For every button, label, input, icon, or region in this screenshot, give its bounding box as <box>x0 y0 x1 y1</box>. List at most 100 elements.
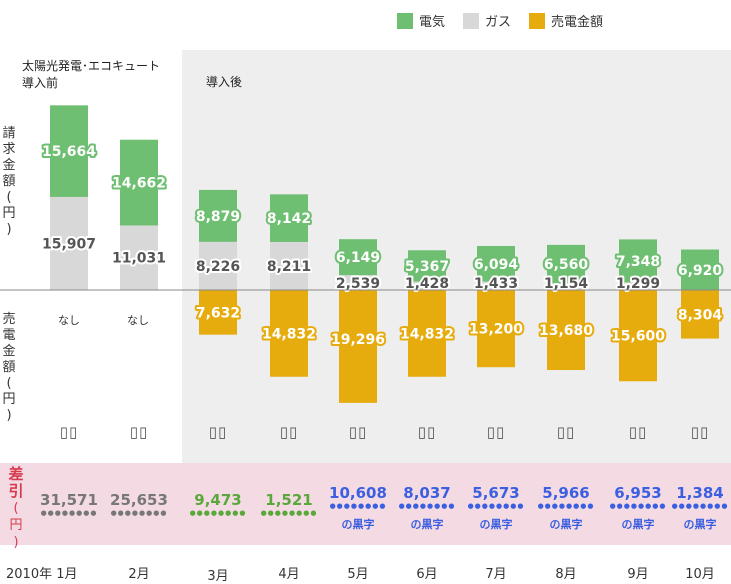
bar-electricity <box>120 139 158 226</box>
note-after: 導入後 <box>206 75 243 89</box>
ylabel-billing-char: 請 <box>2 126 16 141</box>
label-gas: 8,226 <box>196 259 240 275</box>
difference-dots: ●●●●●●●● <box>329 502 387 510</box>
difference-value: 10,608 <box>329 484 387 502</box>
x-axis-label: 6月 <box>416 567 438 582</box>
legend-swatch-electricity <box>397 12 413 29</box>
bar-sales <box>477 290 515 368</box>
bar-gas <box>339 275 377 290</box>
ylabel-billing-char: ( <box>6 190 12 205</box>
bar-gas <box>120 225 158 290</box>
bar-sales <box>681 290 719 339</box>
bar-gas <box>199 241 237 290</box>
label-gas: 1,428 <box>405 276 449 292</box>
placeholder-glyph: ▯▯ <box>59 423 79 441</box>
bar-gas <box>619 282 657 290</box>
x-axis-label: 8月 <box>555 567 577 582</box>
difference-value: 5,966 <box>542 484 590 502</box>
legend-swatch-gas <box>463 12 480 29</box>
x-axis-label: 3月 <box>207 569 229 584</box>
ylabel-sales: 売 電 金 額 ( 円 ) <box>0 312 18 424</box>
ylabel-sales-char: 額 <box>2 360 16 375</box>
surplus-suffix: の黒字 <box>479 518 513 531</box>
label-electricity: 8,142 <box>267 211 311 227</box>
difference-value: 8,037 <box>403 484 451 502</box>
ylabel-sales-char: ( <box>6 376 12 391</box>
surplus-suffix: の黒字 <box>410 518 444 531</box>
surplus-suffix: の黒字 <box>683 518 717 531</box>
legend-label-gas: ガス <box>485 15 512 30</box>
bar-electricity <box>547 244 585 284</box>
difference-dots: ●●●●●●●● <box>467 502 525 510</box>
bar-electricity <box>408 250 446 282</box>
difference-dots: ●●●●●●●● <box>537 502 595 510</box>
bar-sales <box>408 290 446 377</box>
bar-electricity <box>477 245 515 282</box>
bar-electricity <box>619 239 657 283</box>
difference-dots: ●●●●●●●● <box>110 509 168 517</box>
bar-gas <box>50 196 88 290</box>
placeholder-glyph: ▯▯ <box>129 423 149 441</box>
difference-dots: ●●●●●●●● <box>189 509 247 517</box>
label-electricity: 7,348 <box>616 254 660 270</box>
diff-row-label-char: 引 <box>8 482 24 500</box>
difference-value: 1,521 <box>265 491 313 509</box>
x-axis-label: 2010年 1月 <box>6 567 78 582</box>
ylabel-billing-char: 額 <box>2 174 16 189</box>
difference-dots: ●●●●●●●● <box>609 502 667 510</box>
placeholder-glyph: ▯▯ <box>279 423 299 441</box>
ylabel-billing: 請 求 金 額 ( 円 ) <box>0 126 18 238</box>
difference-value: 1,384 <box>676 484 724 502</box>
label-electricity: 8,879 <box>196 209 240 225</box>
difference-dots: ●●●●●●●● <box>671 502 729 510</box>
x-axis-label: 10月 <box>685 567 715 582</box>
bar-gas <box>547 283 585 290</box>
x-axis-label: 2月 <box>128 567 150 582</box>
bar-gas <box>477 281 515 290</box>
label-sales: 19,296 <box>331 332 385 348</box>
difference-band <box>0 463 731 545</box>
note-before-line2: 導入前 <box>22 76 59 90</box>
legend-item-electricity: 電気 <box>397 11 445 30</box>
ylabel-billing-char: 円 <box>2 206 16 221</box>
label-sales: 13,680 <box>539 323 593 339</box>
note-before-line1: 太陽光発電･エコキュート <box>22 59 161 73</box>
ylabel-sales-char: 売 <box>2 312 16 327</box>
bar-electricity <box>50 105 88 197</box>
placeholder-glyph: ▯▯ <box>417 423 437 441</box>
label-gas: 1,299 <box>616 276 660 292</box>
label-sales: 8,304 <box>678 307 723 323</box>
label-gas: 2,539 <box>336 276 380 292</box>
label-sales: 15,600 <box>611 329 665 345</box>
label-electricity: 6,920 <box>678 263 723 279</box>
bar-sales <box>339 290 377 403</box>
label-electricity: 6,094 <box>474 257 519 273</box>
surplus-suffix: の黒字 <box>621 518 655 531</box>
bar-electricity <box>339 239 377 276</box>
label-electricity: 6,560 <box>544 257 589 273</box>
x-axis-label: 4月 <box>278 567 300 582</box>
bar-sales <box>199 290 237 335</box>
ylabel-sales-char: 金 <box>2 344 16 359</box>
bar-sales <box>619 290 657 382</box>
ylabel-billing-char: 金 <box>2 158 16 173</box>
difference-value: 25,653 <box>110 491 168 509</box>
diff-row-label-char: ( <box>13 501 19 516</box>
x-axis-label: 7月 <box>485 567 507 582</box>
label-electricity: 5,367 <box>405 259 449 275</box>
label-electricity: 15,664 <box>42 144 96 160</box>
ylabel-billing-char: ) <box>6 222 12 237</box>
difference-value: 9,473 <box>194 491 242 509</box>
ylabel-sales-char: ) <box>6 408 12 423</box>
label-gas: 1,433 <box>474 276 518 292</box>
placeholder-glyph: ▯▯ <box>208 423 228 441</box>
label-gas: 11,031 <box>112 251 166 267</box>
ylabel-sales-char: 円 <box>2 392 16 407</box>
bar-electricity <box>270 194 308 242</box>
label-sales: 13,200 <box>469 322 523 338</box>
surplus-suffix: の黒字 <box>341 518 375 531</box>
difference-dots: ●●●●●●●● <box>398 502 456 510</box>
legend-label-electricity: 電気 <box>419 15 446 30</box>
legend-item-gas: ガス <box>463 11 511 30</box>
